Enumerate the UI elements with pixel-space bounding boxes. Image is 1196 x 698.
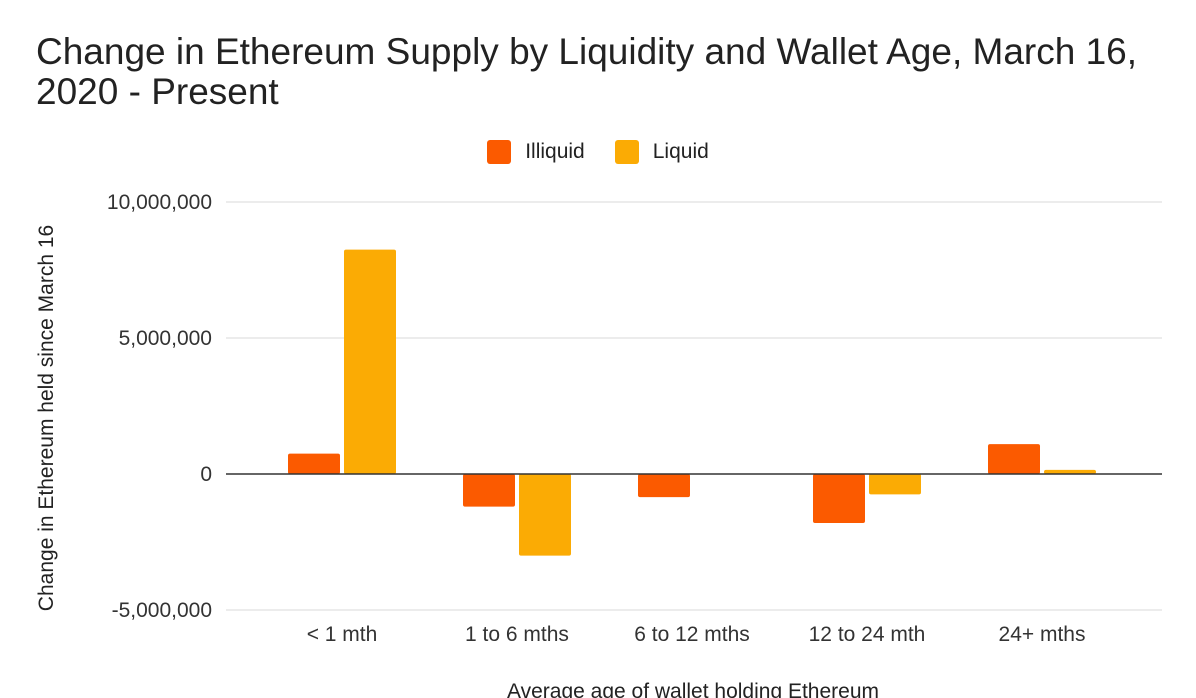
bar-illiquid-2 bbox=[638, 474, 690, 498]
legend-label-liquid: Liquid bbox=[652, 140, 709, 163]
x-axis-title: Average age of wallet holding Ethereum bbox=[507, 680, 879, 698]
y-axis-ticks: 10,000,000 5,000,000 0 -5,000,000 bbox=[107, 191, 212, 622]
chart-legend: Illiquid Liquid bbox=[0, 140, 1196, 164]
x-tick-label: 6 to 12 mths bbox=[634, 623, 750, 646]
bar-liquid-4 bbox=[1044, 469, 1096, 474]
x-tick-label: 12 to 24 mth bbox=[809, 623, 926, 646]
legend-item-illiquid: Illiquid bbox=[487, 140, 585, 164]
legend-swatch-illiquid bbox=[487, 140, 512, 164]
bar-illiquid-1 bbox=[463, 474, 515, 507]
legend-item-liquid: Liquid bbox=[614, 140, 709, 164]
x-axis-ticks: < 1 mth 1 to 6 mths 6 to 12 mths 12 to 24 m… bbox=[307, 623, 1086, 646]
legend-label-illiquid: Illiquid bbox=[525, 140, 585, 163]
chart-title: Change in Ethereum Supply by Liquidity a… bbox=[36, 31, 1138, 112]
y-tick-label: 10,000,000 bbox=[107, 191, 212, 214]
y-tick-label: 5,000,000 bbox=[119, 327, 212, 350]
bar-liquid-3 bbox=[869, 474, 921, 495]
x-tick-label: < 1 mth bbox=[307, 623, 378, 646]
x-tick-label: 24+ mths bbox=[999, 623, 1086, 646]
y-tick-label: -5,000,000 bbox=[112, 599, 212, 622]
bar-illiquid-4 bbox=[988, 444, 1040, 474]
x-tick-label: 1 to 6 mths bbox=[465, 623, 569, 646]
y-tick-label: 0 bbox=[200, 463, 212, 486]
bars bbox=[288, 249, 1096, 556]
bar-liquid-1 bbox=[519, 474, 571, 556]
legend-swatch-liquid bbox=[614, 140, 639, 164]
y-axis-title: Change in Ethereum held since March 16 bbox=[35, 225, 58, 611]
bar-illiquid-3 bbox=[813, 474, 865, 523]
bar-liquid-0 bbox=[344, 249, 396, 474]
bar-illiquid-0 bbox=[288, 453, 340, 474]
